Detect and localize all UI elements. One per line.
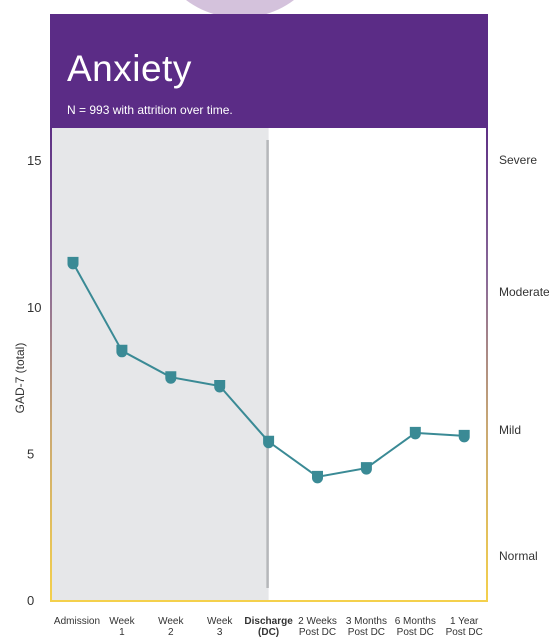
chart-title: Anxiety [67, 48, 192, 89]
x-tick-label: Week [207, 616, 233, 627]
x-tick-label: Discharge [244, 616, 293, 627]
y-axis-label: GAD-7 (total) [13, 343, 27, 414]
x-tick-label: Post DC [348, 627, 385, 638]
y-tick-label: 10 [27, 300, 41, 315]
data-point [116, 344, 128, 358]
severity-label: Mild [499, 423, 521, 437]
x-tick-label: (DC) [258, 627, 279, 638]
x-tick-label: 1 [119, 627, 125, 638]
x-tick-label: 3 [217, 627, 223, 638]
severity-label: Normal [499, 549, 538, 563]
x-tick-label: 2 [168, 627, 174, 638]
data-point [312, 470, 324, 484]
y-tick-label: 15 [27, 153, 41, 168]
data-point [360, 462, 372, 475]
data-point [165, 371, 177, 384]
severity-label: Severe [499, 153, 537, 167]
data-point [67, 256, 79, 270]
x-tick-label: 1 Year [450, 616, 479, 627]
x-tick-label: Post DC [446, 627, 483, 638]
data-point [263, 435, 275, 449]
x-tick-label: Post DC [299, 627, 336, 638]
treatment-shade [52, 128, 269, 600]
x-tick-label: 3 Months [346, 616, 387, 627]
x-tick-label: Week [109, 616, 135, 627]
x-tick-label: 2 Weeks [298, 616, 337, 627]
data-point [458, 429, 470, 443]
data-point [214, 379, 226, 393]
y-tick-label: 0 [27, 593, 34, 608]
chart-subtitle: N = 993 with attrition over time. [67, 103, 233, 117]
x-tick-label: Post DC [397, 627, 434, 638]
x-tick-label: Week [158, 616, 184, 627]
severity-label: Moderate [499, 285, 549, 299]
chart-header: Anxiety N = 993 with attrition over time… [50, 14, 488, 128]
x-tick-label: 6 Months [395, 616, 436, 627]
x-tick-label: Admission [54, 616, 100, 627]
data-point [409, 426, 421, 440]
y-tick-label: 5 [27, 446, 34, 461]
